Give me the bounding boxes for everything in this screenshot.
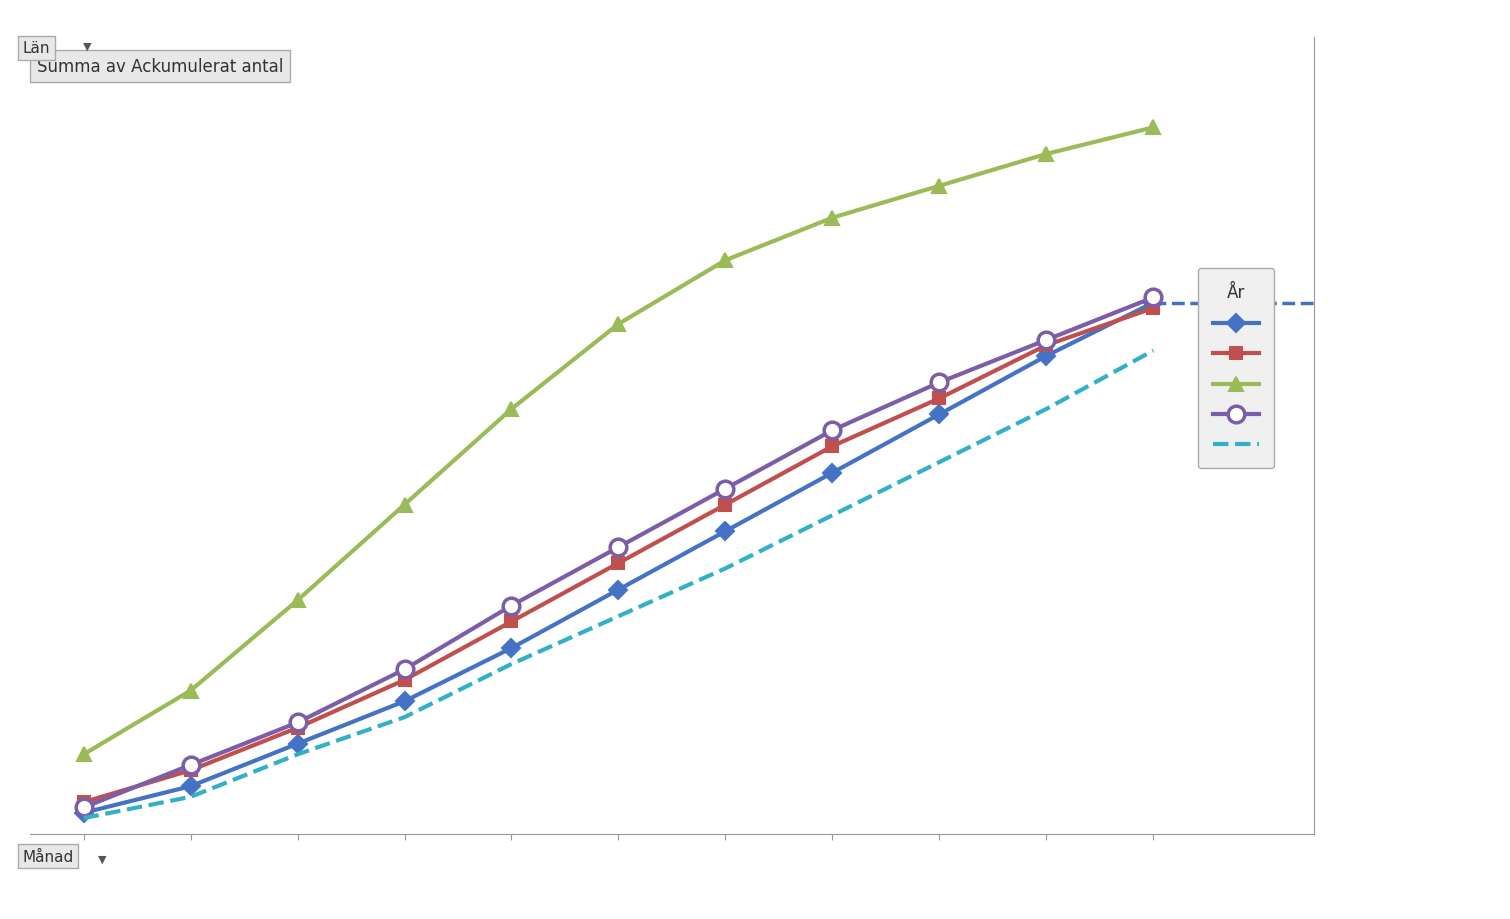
Line: 2013: 2013 [77,121,1160,762]
2011 [503,659,521,670]
2011 [1037,404,1055,415]
2013 [930,181,948,192]
Line: 2014: 2014 [77,302,1160,809]
2014 [1145,303,1163,314]
2012 [181,760,199,771]
2012 [503,600,521,611]
2011 [823,510,841,521]
2015 [1145,298,1163,309]
2014 [716,500,734,511]
2014 [610,558,628,569]
2011 [288,749,307,760]
2013 [610,319,628,330]
2015 [288,738,307,749]
2013 [503,404,521,415]
Text: Summa av Ackumulerat antal: Summa av Ackumulerat antal [36,58,282,76]
2015 [503,643,521,654]
2011 [610,611,628,622]
2013 [396,500,414,511]
2013 [74,749,92,760]
2015 [716,526,734,537]
2011 [930,457,948,468]
2013 [716,255,734,267]
2015 [181,781,199,792]
2011 [716,563,734,574]
2015 [930,409,948,420]
2012 [716,483,734,494]
Legend: , , , , : , , , , [1197,268,1274,469]
2013 [181,686,199,697]
2011 [1145,346,1163,357]
2014 [74,797,92,808]
Text: ▼: ▼ [83,41,92,51]
2014 [503,617,521,628]
2013 [1037,149,1055,160]
2015 [74,808,92,819]
Text: ▼: ▼ [98,854,107,864]
2013 [288,596,307,607]
Line: 2012: 2012 [76,289,1161,816]
Line: 2011: 2011 [83,351,1154,818]
2014 [181,765,199,776]
2012 [396,664,414,675]
2015 [1037,351,1055,362]
2012 [288,717,307,728]
2015 [396,696,414,707]
2012 [1145,292,1163,303]
2015 [823,468,841,479]
2012 [74,802,92,813]
2015 [610,584,628,596]
2014 [396,675,414,686]
2014 [823,441,841,452]
Line: 2015: 2015 [77,297,1160,819]
2014 [1037,340,1055,351]
2012 [610,542,628,553]
2014 [930,393,948,404]
2012 [1037,335,1055,346]
2011 [396,712,414,723]
2013 [823,213,841,224]
Text: Månad: Månad [23,849,74,864]
2014 [288,722,307,733]
2011 [181,791,199,802]
2012 [930,378,948,389]
2012 [823,425,841,437]
Text: Län: Län [23,41,50,56]
2013 [1145,122,1163,133]
2011 [74,812,92,823]
